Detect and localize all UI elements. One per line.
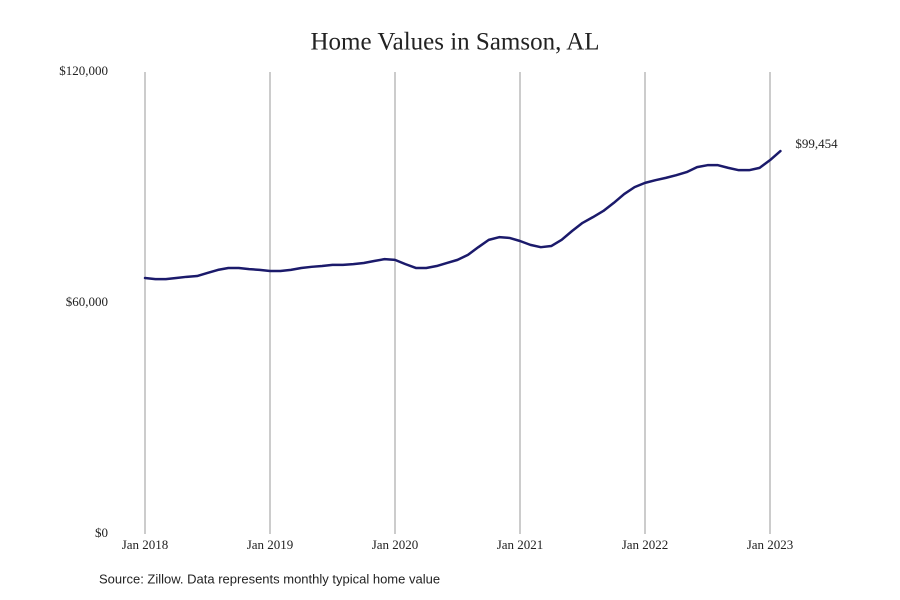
source-note: Source: Zillow. Data represents monthly … xyxy=(99,571,440,586)
value-label: $99,454 xyxy=(795,136,838,151)
x-tick-label: Jan 2019 xyxy=(247,537,294,552)
x-tick-label: Jan 2018 xyxy=(122,537,169,552)
x-tick-label: Jan 2022 xyxy=(622,537,669,552)
x-tick-label: Jan 2020 xyxy=(372,537,419,552)
line xyxy=(143,149,782,281)
y-tick-label: $60,000 xyxy=(66,294,108,309)
y-tick-label: $120,000 xyxy=(59,63,108,78)
y-tick-label: $0 xyxy=(95,525,108,540)
x-tick-label: Jan 2023 xyxy=(747,537,794,552)
x-tick-label: Jan 2021 xyxy=(497,537,544,552)
chart-title: Home Values in Samson, AL xyxy=(310,29,599,56)
